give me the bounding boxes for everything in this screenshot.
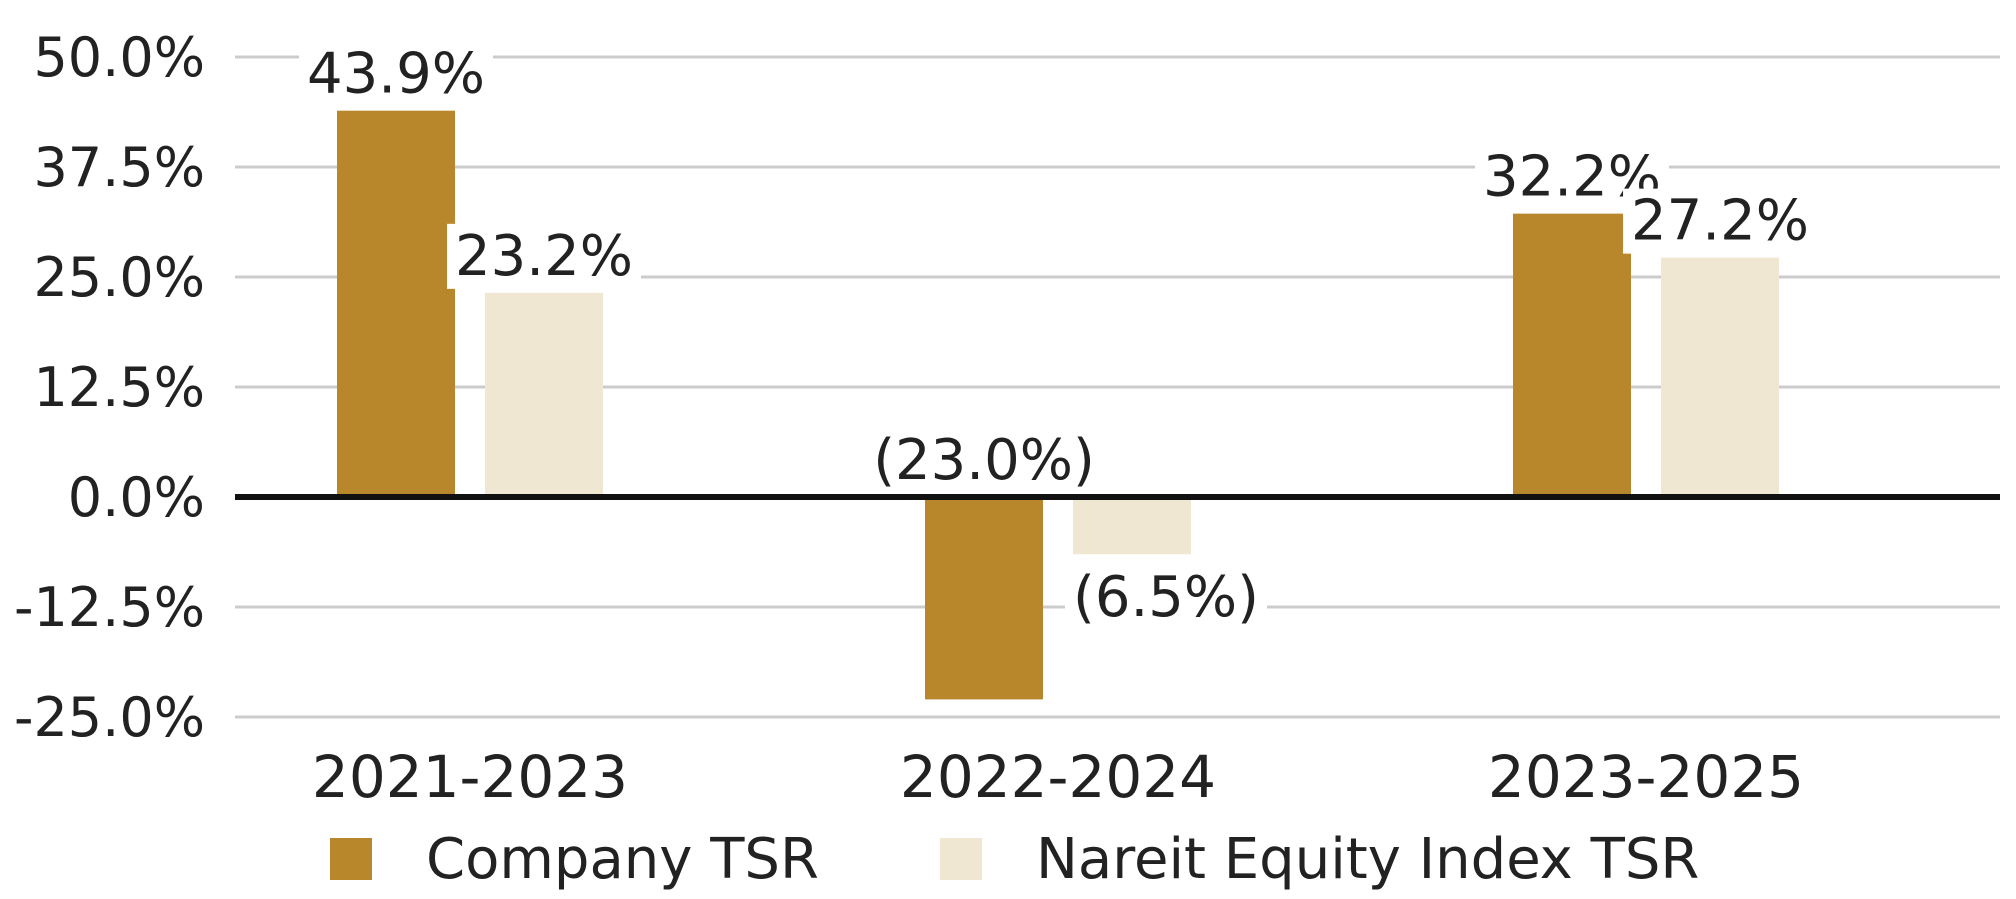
data-label-background — [1065, 565, 1267, 631]
legend: Company TSR Nareit Equity Index TSR — [330, 827, 1699, 892]
data-label-background — [1623, 188, 1817, 254]
category-label: 2023-2025 — [1488, 743, 1804, 811]
y-tick-label: -25.0% — [14, 686, 205, 749]
data-labels: 43.9%23.2%(23.0%)(6.5%)32.2%27.2% — [299, 41, 1817, 631]
legend-swatch-company-tsr — [330, 838, 372, 880]
bar-company-tsr-2023-2025 — [1513, 213, 1631, 497]
y-tick-label: 37.5% — [33, 136, 205, 199]
bar-nareit-equity-index-tsr-2022-2024 — [1073, 497, 1191, 555]
data-label: 43.9% — [307, 42, 485, 107]
bars — [337, 110, 1779, 700]
legend-label-company-tsr: Company TSR — [426, 827, 819, 892]
bar-nareit-equity-index-tsr-2021-2023 — [485, 292, 603, 497]
y-tick-label: 50.0% — [33, 26, 205, 89]
category-label: 2022-2024 — [900, 743, 1216, 811]
data-label-background — [299, 41, 493, 107]
bar-company-tsr-2022-2024 — [925, 497, 1043, 700]
data-label: (23.0%) — [873, 428, 1095, 493]
legend-label-nareit-equity-index-tsr: Nareit Equity Index TSR — [1036, 827, 1699, 892]
data-label-background — [865, 428, 1103, 493]
data-label-background — [447, 223, 641, 289]
category-label: 2021-2023 — [312, 743, 628, 811]
y-axis-tick-labels: 50.0% 37.5% 25.0% 12.5% 0.0% -12.5% -25.0% — [14, 26, 205, 749]
y-tick-label: -12.5% — [14, 576, 205, 639]
data-label: 27.2% — [1631, 189, 1809, 254]
y-tick-label: 0.0% — [68, 466, 205, 529]
bar-nareit-equity-index-tsr-2023-2025 — [1661, 257, 1779, 497]
bar-company-tsr-2021-2023 — [337, 110, 455, 498]
category-labels: 2021-2023 2022-2024 2023-2025 — [312, 743, 1804, 811]
y-tick-label: 25.0% — [33, 246, 205, 309]
data-label: (6.5%) — [1073, 565, 1259, 630]
legend-swatch-nareit-equity-index-tsr — [940, 838, 982, 880]
y-tick-label: 12.5% — [33, 356, 205, 419]
data-label: 23.2% — [455, 224, 633, 289]
